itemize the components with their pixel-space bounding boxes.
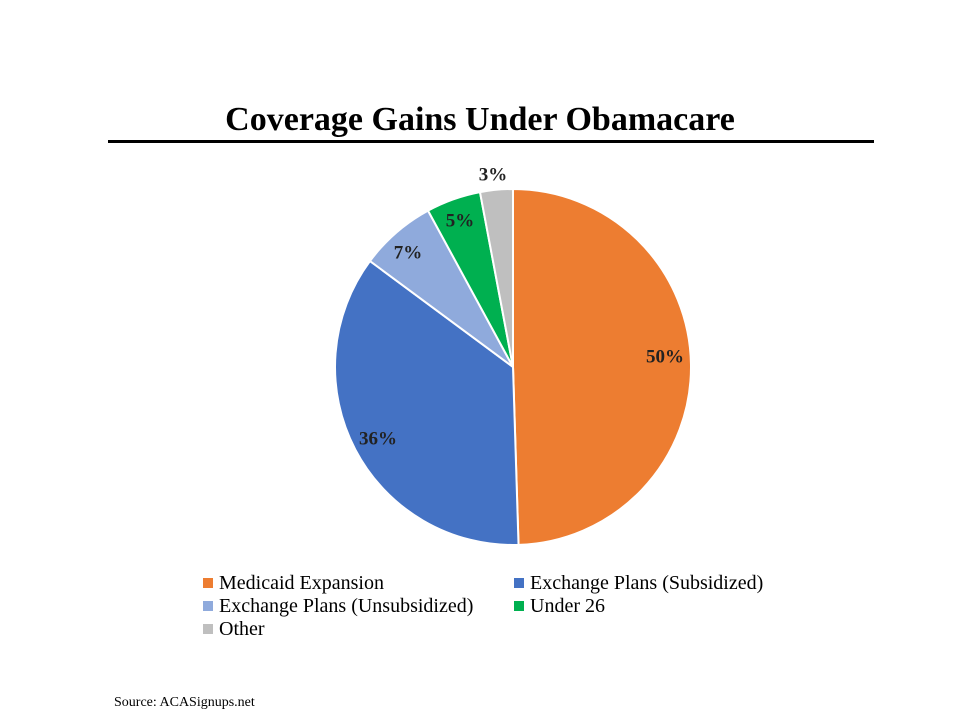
legend-item-under-26: Under 26 xyxy=(514,595,605,617)
legend-swatch-medicaid-expansion xyxy=(203,578,213,588)
legend-swatch-exchange-subsidized xyxy=(514,578,524,588)
data-label-other: 3% xyxy=(479,164,508,185)
legend-label-other: Other xyxy=(219,618,265,640)
legend-label-exchange-unsubsidized: Exchange Plans (Unsubsidized) xyxy=(219,595,474,617)
pie-slice-medicaid-expansion xyxy=(512,187,692,546)
legend-item-exchange-unsubsidized: Exchange Plans (Unsubsidized) xyxy=(203,595,473,617)
data-label-exchange-plans-subsidized: 36% xyxy=(359,428,397,449)
legend-label-under-26: Under 26 xyxy=(530,595,605,617)
pie-slice-exchange-plans-subsidized xyxy=(334,259,520,546)
legend-label-medicaid-expansion: Medicaid Expansion xyxy=(219,572,384,594)
data-label-exchange-plans-unsubsidized: 7% xyxy=(394,242,423,263)
legend-swatch-other xyxy=(203,624,213,634)
source-note: Source: ACASignups.net xyxy=(114,695,255,710)
legend-item-medicaid-expansion: Medicaid Expansion xyxy=(203,572,384,594)
legend-label-exchange-subsidized: Exchange Plans (Subsidized) xyxy=(530,572,764,594)
legend-item-other: Other xyxy=(203,618,265,640)
legend-swatch-under-26 xyxy=(514,601,524,611)
title-underline xyxy=(108,140,874,143)
chart-title: Coverage Gains Under Obamacare xyxy=(225,101,735,138)
legend-swatch-exchange-unsubsidized xyxy=(203,601,213,611)
pie-slice-other xyxy=(478,187,514,368)
data-label-medicaid-expansion: 50% xyxy=(646,346,684,367)
data-label-under-26: 5% xyxy=(446,210,475,231)
legend-item-exchange-subsidized: Exchange Plans (Subsidized) xyxy=(514,572,763,594)
